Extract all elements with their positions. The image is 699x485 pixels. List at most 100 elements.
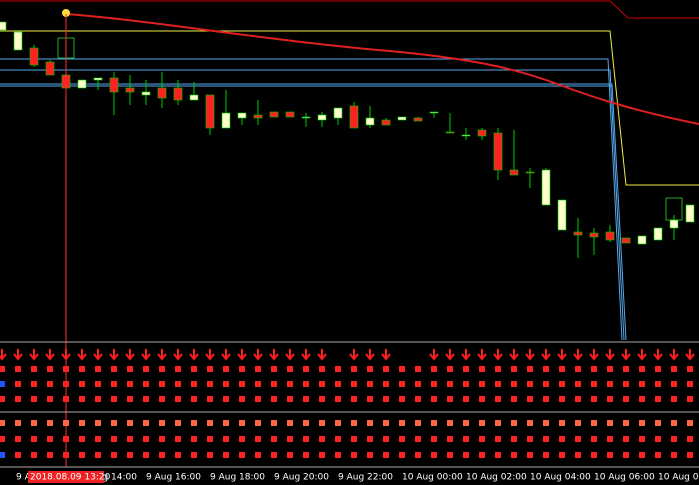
indicator-square bbox=[191, 436, 197, 442]
candle-body bbox=[269, 111, 279, 118]
indicator-square bbox=[63, 452, 69, 458]
indicator-square bbox=[207, 381, 213, 387]
arrow bbox=[365, 349, 375, 361]
candle-body bbox=[333, 107, 343, 119]
indicator-square bbox=[623, 366, 629, 372]
candle-body bbox=[285, 111, 295, 118]
arrow bbox=[653, 349, 663, 361]
indicator-square bbox=[559, 436, 565, 442]
indicator-square bbox=[591, 396, 597, 402]
arrow bbox=[0, 349, 7, 361]
indicator-square bbox=[351, 420, 357, 426]
candle-body bbox=[557, 199, 567, 231]
indicator-square bbox=[127, 452, 133, 458]
indicator-square bbox=[591, 366, 597, 372]
indicator-square bbox=[607, 381, 613, 387]
indicator-square bbox=[127, 436, 133, 442]
arrow bbox=[253, 349, 263, 361]
indicator-square bbox=[271, 396, 277, 402]
candle-body bbox=[365, 117, 375, 126]
indicator-square bbox=[655, 396, 661, 402]
indicator-square bbox=[111, 366, 117, 372]
indicator-square bbox=[319, 381, 325, 387]
indicator-square bbox=[607, 366, 613, 372]
arrow bbox=[221, 349, 231, 361]
indicator-square bbox=[175, 452, 181, 458]
indicator-square bbox=[79, 420, 85, 426]
candle-body bbox=[477, 129, 487, 137]
indicator-square bbox=[399, 452, 405, 458]
indicator-square bbox=[655, 452, 661, 458]
arrow bbox=[445, 349, 455, 361]
indicator-square bbox=[463, 366, 469, 372]
candle-body bbox=[541, 169, 551, 206]
indicator-square bbox=[191, 396, 197, 402]
candle-body bbox=[221, 112, 231, 129]
indicator-square bbox=[47, 436, 53, 442]
indicator-square bbox=[143, 436, 149, 442]
indicator-square bbox=[527, 381, 533, 387]
candle-body bbox=[141, 91, 151, 96]
arrow bbox=[269, 349, 279, 361]
indicator-square bbox=[47, 381, 53, 387]
candle-body bbox=[589, 232, 599, 238]
indicator-square bbox=[0, 420, 5, 426]
indicator-square bbox=[479, 396, 485, 402]
indicator-square bbox=[527, 366, 533, 372]
indicator-square bbox=[223, 436, 229, 442]
indicator-square bbox=[255, 381, 261, 387]
indicator-square bbox=[239, 452, 245, 458]
indicator-square bbox=[687, 452, 693, 458]
moving-average bbox=[65, 13, 699, 125]
indicator-square bbox=[175, 396, 181, 402]
blue-line bbox=[0, 83, 627, 341]
indicator-square bbox=[127, 420, 133, 426]
indicator-square bbox=[319, 436, 325, 442]
yellow-line bbox=[0, 30, 699, 186]
candle-body bbox=[605, 231, 615, 241]
candle-body bbox=[461, 134, 471, 137]
indicator-square bbox=[47, 452, 53, 458]
candle-body bbox=[125, 87, 135, 93]
indicator-square bbox=[15, 436, 21, 442]
indicator-square bbox=[0, 396, 5, 402]
indicator-square bbox=[575, 396, 581, 402]
indicator-square bbox=[95, 366, 101, 372]
indicator-square bbox=[399, 366, 405, 372]
candle-body bbox=[445, 131, 455, 134]
indicator-square bbox=[655, 436, 661, 442]
candle-body bbox=[13, 31, 23, 51]
indicator-square bbox=[159, 381, 165, 387]
candle-body bbox=[525, 171, 535, 174]
indicator-square bbox=[111, 420, 117, 426]
indicator-square bbox=[463, 420, 469, 426]
indicator-square bbox=[351, 381, 357, 387]
candle-body bbox=[0, 21, 7, 31]
indicator-square bbox=[255, 366, 261, 372]
indicator-square bbox=[463, 452, 469, 458]
x-tick-label: 9 Aug 22:00 bbox=[338, 473, 393, 483]
arrow bbox=[173, 349, 183, 361]
candle-body bbox=[573, 231, 583, 236]
indicator-square bbox=[463, 381, 469, 387]
indicator-square bbox=[95, 436, 101, 442]
indicator-square bbox=[351, 396, 357, 402]
indicator-square bbox=[335, 452, 341, 458]
indicator-square bbox=[31, 396, 37, 402]
crosshair-label: 2018.08.09 13:20 bbox=[30, 473, 111, 483]
indicator-square bbox=[95, 396, 101, 402]
indicator-square bbox=[143, 396, 149, 402]
arrow bbox=[109, 349, 119, 361]
indicator-square bbox=[255, 396, 261, 402]
arrow bbox=[141, 349, 151, 361]
indicator-square bbox=[431, 396, 437, 402]
indicator-square bbox=[527, 452, 533, 458]
indicator-square bbox=[495, 396, 501, 402]
indicator-square bbox=[79, 396, 85, 402]
indicator-square bbox=[159, 396, 165, 402]
indicator-square bbox=[47, 366, 53, 372]
x-tick-label: 10 Aug 06:00 bbox=[594, 473, 655, 483]
x-tick-label: 9 Aug 14:00 bbox=[82, 473, 137, 483]
indicator-square bbox=[111, 396, 117, 402]
indicator-square bbox=[367, 436, 373, 442]
